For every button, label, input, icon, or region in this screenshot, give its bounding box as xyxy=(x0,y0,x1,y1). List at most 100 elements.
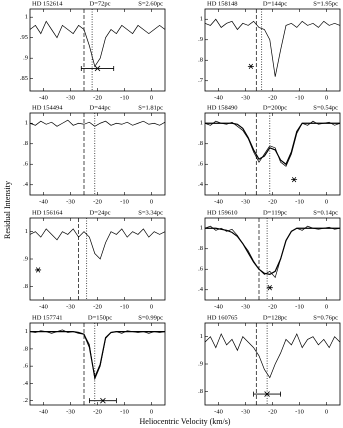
y-tick-label: .8 xyxy=(198,388,203,395)
y-tick-label: 1 xyxy=(200,225,203,232)
x-tick-label: -40 xyxy=(214,408,223,415)
x-tick-label: -20 xyxy=(268,408,277,415)
panel-size: S=0.54pc xyxy=(313,104,338,111)
y-tick-label: .7 xyxy=(198,77,204,84)
y-tick-label: .9 xyxy=(198,36,203,43)
panel-title: HD 152614 xyxy=(32,0,63,7)
x-tick-label: -10 xyxy=(120,303,129,310)
asterisk xyxy=(291,176,298,183)
panel-size: S=1.81pc xyxy=(138,104,163,111)
spectrum xyxy=(204,18,341,77)
x-tick-label: -10 xyxy=(295,198,304,205)
error-bar-center xyxy=(100,397,106,404)
spectrum xyxy=(29,119,166,127)
x-tick-label: -30 xyxy=(241,94,250,101)
spectrum xyxy=(204,225,341,279)
panel-size: S=1.95pc xyxy=(313,0,338,7)
panel-size: S=2.60pc xyxy=(138,0,163,7)
x-tick-label: 0 xyxy=(325,198,328,205)
panel-distance: D=44pc xyxy=(90,104,111,111)
y-tick-label: .4 xyxy=(23,380,29,387)
y-tick-label: .4 xyxy=(198,286,204,293)
y-tick-label: .6 xyxy=(198,161,204,168)
x-tick-label: -10 xyxy=(295,408,304,415)
spectrum xyxy=(29,20,166,68)
plot-frame xyxy=(204,8,341,92)
panel-title: HD 157741 xyxy=(32,314,63,321)
y-tick-label: .6 xyxy=(23,363,29,370)
x-tick-label: -30 xyxy=(241,408,250,415)
panel-size: S=0.99pc xyxy=(138,314,163,321)
y-tick-label: .6 xyxy=(198,266,204,273)
panel-distance: D=128pc xyxy=(263,314,287,321)
plot-frame xyxy=(204,112,341,196)
panel-title: HD 158148 xyxy=(207,0,238,7)
plot-frame xyxy=(29,8,166,92)
y-tick-label: .9 xyxy=(198,360,203,367)
panel-distance: D=24pc xyxy=(90,209,111,216)
x-tick-label: 0 xyxy=(150,408,153,415)
panel-title: HD 156164 xyxy=(32,209,63,216)
x-tick-label: -20 xyxy=(268,303,277,310)
panel-distance: D=150pc xyxy=(88,314,112,321)
fit-curve xyxy=(205,227,340,276)
plot-frame xyxy=(204,322,341,406)
panel-title: HD 160765 xyxy=(207,314,238,321)
panel-distance: D=72pc xyxy=(90,0,111,7)
x-tick-label: -40 xyxy=(214,198,223,205)
x-tick-label: -40 xyxy=(214,94,223,101)
panel-distance: D=144pc xyxy=(263,0,287,7)
x-tick-label: -30 xyxy=(66,408,75,415)
x-tick-label: -20 xyxy=(268,94,277,101)
panel-title: HD 158490 xyxy=(207,104,238,111)
asterisk xyxy=(266,285,273,291)
fit-curve xyxy=(205,122,340,166)
x-tick-label: 0 xyxy=(150,303,153,310)
plot-frame xyxy=(29,217,166,301)
x-tick-label: -10 xyxy=(120,408,129,415)
y-tick-label: 1 xyxy=(25,228,28,235)
y-tick-label: .9 xyxy=(23,55,28,62)
panel-size: S=0.76pc xyxy=(313,314,338,321)
y-tick-label: .2 xyxy=(23,397,28,404)
x-tick-label: 0 xyxy=(325,303,328,310)
x-tick-label: -30 xyxy=(241,303,250,310)
y-tick-label: .8 xyxy=(198,57,203,64)
x-tick-label: -20 xyxy=(93,408,102,415)
error-bar-center xyxy=(94,65,101,72)
y-tick-label: .8 xyxy=(23,283,28,290)
x-tick-label: -40 xyxy=(214,303,223,310)
x-axis-label: Heliocentric Velocity (km/s) xyxy=(140,417,231,426)
x-tick-label: -40 xyxy=(39,94,48,101)
y-tick-label: 1 xyxy=(200,333,203,340)
asterisk xyxy=(247,63,254,70)
x-tick-label: -30 xyxy=(66,303,75,310)
plot-frame xyxy=(29,322,166,406)
y-tick-label: .95 xyxy=(20,34,28,41)
y-tick-label: 1 xyxy=(200,16,203,23)
x-tick-label: -20 xyxy=(93,94,102,101)
y-tick-label: 1 xyxy=(25,328,28,335)
x-tick-label: 0 xyxy=(150,198,153,205)
x-tick-label: -40 xyxy=(39,303,48,310)
panel-size: S=0.14pc xyxy=(313,209,338,216)
panel-distance: D=200pc xyxy=(263,104,287,111)
y-tick-label: .8 xyxy=(23,140,28,147)
x-tick-label: -10 xyxy=(295,94,304,101)
spectrum xyxy=(204,333,341,379)
y-tick-label: .85 xyxy=(20,75,28,82)
panel-title: HD 159610 xyxy=(207,209,238,216)
y-tick-label: 1 xyxy=(25,120,28,127)
x-tick-label: 0 xyxy=(325,408,328,415)
plot-frame xyxy=(29,112,166,196)
x-tick-label: -10 xyxy=(120,94,129,101)
y-tick-label: .4 xyxy=(198,181,204,188)
error-bar-center xyxy=(264,391,270,397)
y-tick-label: .6 xyxy=(23,161,29,168)
x-tick-label: -20 xyxy=(93,303,102,310)
x-tick-label: 0 xyxy=(325,94,328,101)
panel-title: HD 154494 xyxy=(32,104,63,111)
y-tick-label: .9 xyxy=(23,255,28,262)
x-tick-label: -20 xyxy=(268,198,277,205)
